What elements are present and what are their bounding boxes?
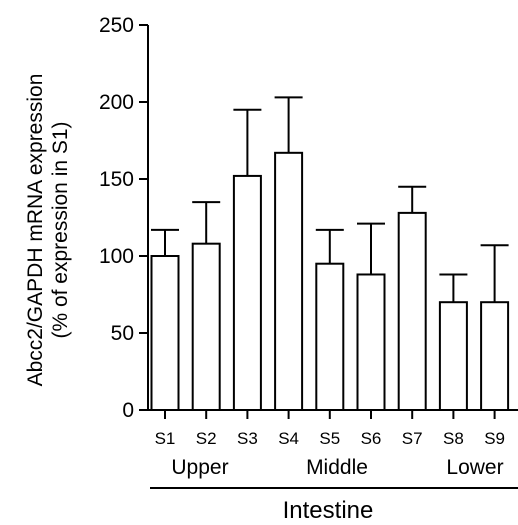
x-tick-label-s4: S4 <box>278 429 299 448</box>
y-tick-label: 0 <box>122 399 134 422</box>
bar-s4 <box>274 151 304 411</box>
x-tick-label-s6: S6 <box>361 429 382 448</box>
y-tick-label: 150 <box>99 168 134 191</box>
y-axis-title-line1: Abcc2/GAPDH mRNA expression <box>24 74 47 387</box>
x-tick-label-s3: S3 <box>237 429 258 448</box>
bar-s2 <box>191 242 221 411</box>
x-tick-label-s1: S1 <box>155 429 176 448</box>
x-tick-label-s5: S5 <box>319 429 340 448</box>
group-label-middle: Middle <box>306 456 368 479</box>
bar-s6 <box>356 273 386 412</box>
y-tick-label: 250 <box>99 14 134 37</box>
y-tick-label: 200 <box>99 91 134 114</box>
x-tick-label-s7: S7 <box>402 429 423 448</box>
group-label-lower: Lower <box>446 456 503 479</box>
y-tick-label: 100 <box>99 245 134 268</box>
bar-s5 <box>315 262 345 412</box>
x-tick-label-s9: S9 <box>484 429 505 448</box>
group-label-upper: Upper <box>171 456 228 479</box>
bar-s8 <box>438 301 468 412</box>
x-axis: S1 S2 S3 S4 S5 S6 S7 S8 S9 <box>148 409 518 448</box>
y-axis-title-line2: (% of expression in S1) <box>49 121 72 338</box>
y-tick-label: 50 <box>111 322 134 345</box>
x-axis-title: Intestine <box>283 497 374 524</box>
x-tick-label-s2: S2 <box>196 429 217 448</box>
bar-s3 <box>232 174 262 411</box>
bar-s1 <box>150 255 180 411</box>
y-axis: 0 50 100 150 200 250 <box>99 14 149 422</box>
bar-s7 <box>397 211 427 411</box>
bar-s9 <box>480 301 510 412</box>
bars <box>150 96 510 412</box>
x-tick-label-s8: S8 <box>443 429 464 448</box>
